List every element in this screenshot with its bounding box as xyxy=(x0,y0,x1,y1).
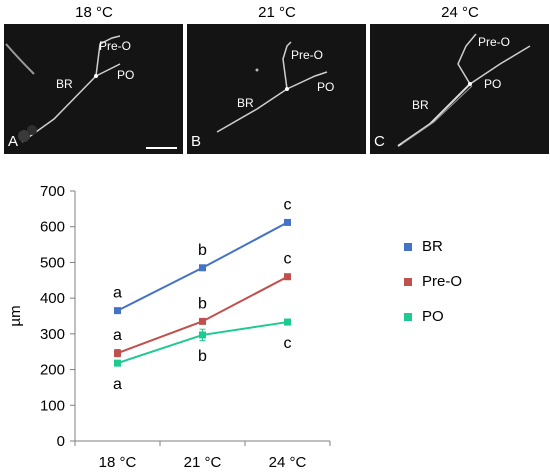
y-tick-label: 200 xyxy=(40,362,65,379)
label-pre-o: Pre-O xyxy=(99,39,132,53)
micrograph-a-drawing xyxy=(5,35,177,149)
data-point xyxy=(199,317,206,325)
significance-label: a xyxy=(113,327,122,344)
significance-label: c xyxy=(284,196,292,213)
y-tick-label: 700 xyxy=(40,183,65,200)
data-point xyxy=(199,331,206,339)
label-pre-o: Pre-O xyxy=(478,35,511,49)
y-tick-label: 100 xyxy=(40,397,65,414)
panel-letter: A xyxy=(8,133,19,150)
legend-swatch xyxy=(404,242,412,251)
x-tick-label: 18 °C xyxy=(99,454,137,471)
panel-letter: C xyxy=(374,133,385,150)
panel-letter: B xyxy=(191,133,202,150)
micrograph-panel-b: Pre-O BR PO B xyxy=(187,24,366,154)
panel-title-a: 18 °C xyxy=(75,4,113,21)
data-point xyxy=(114,359,121,367)
label-br: BR xyxy=(412,98,429,112)
label-po: PO xyxy=(317,80,335,94)
legend-item: BR xyxy=(404,238,443,255)
legend-item: PO xyxy=(404,308,444,325)
y-tick-label: 500 xyxy=(40,254,65,271)
significance-label: c xyxy=(284,335,292,352)
significance-label: b xyxy=(198,242,207,259)
label-pre-o: Pre-O xyxy=(291,48,324,62)
significance-label: c xyxy=(284,251,292,268)
legend-label: Pre-O xyxy=(422,273,463,290)
y-tick-label: 0 xyxy=(57,433,65,450)
x-tick-label: 21 °C xyxy=(184,454,222,471)
series-line-pre-o xyxy=(117,275,288,355)
data-point xyxy=(284,218,291,226)
significance-label: a xyxy=(113,285,122,302)
micrograph-b-drawing xyxy=(216,41,328,133)
data-point xyxy=(114,307,121,315)
y-axis-label: µm xyxy=(7,305,24,326)
micrograph-panel-c: Pre-O BR PO C xyxy=(370,24,549,154)
legend-label: PO xyxy=(422,308,444,325)
x-tick-label: 24 °C xyxy=(269,454,307,471)
significance-label: b xyxy=(198,348,207,365)
label-po: PO xyxy=(484,77,502,91)
significance-label: a xyxy=(113,376,122,393)
significance-label: b xyxy=(198,295,207,312)
label-po: PO xyxy=(117,68,135,82)
legend-item: Pre-O xyxy=(404,273,462,290)
legend-label: BR xyxy=(422,238,443,255)
data-point xyxy=(114,349,121,357)
data-point xyxy=(284,318,291,326)
legend-swatch xyxy=(404,312,412,321)
micrograph-c-drawing xyxy=(397,33,531,147)
panel-title-b: 21 °C xyxy=(258,4,296,21)
y-tick-label: 400 xyxy=(40,290,65,307)
label-br: BR xyxy=(56,77,73,91)
legend-swatch xyxy=(404,277,412,286)
data-point xyxy=(199,264,206,272)
data-point xyxy=(284,273,291,281)
y-tick-label: 300 xyxy=(40,326,65,343)
panel-title-c: 24 °C xyxy=(441,4,479,21)
y-tick-label: 600 xyxy=(40,219,65,236)
line-chart: 0 100 200 300 400 500 600 700 18 °C 21 °C 24 °C µm a… xyxy=(7,183,331,471)
micrograph-panel-a: Pre-O BR PO A xyxy=(4,24,183,154)
label-br: BR xyxy=(237,96,254,110)
